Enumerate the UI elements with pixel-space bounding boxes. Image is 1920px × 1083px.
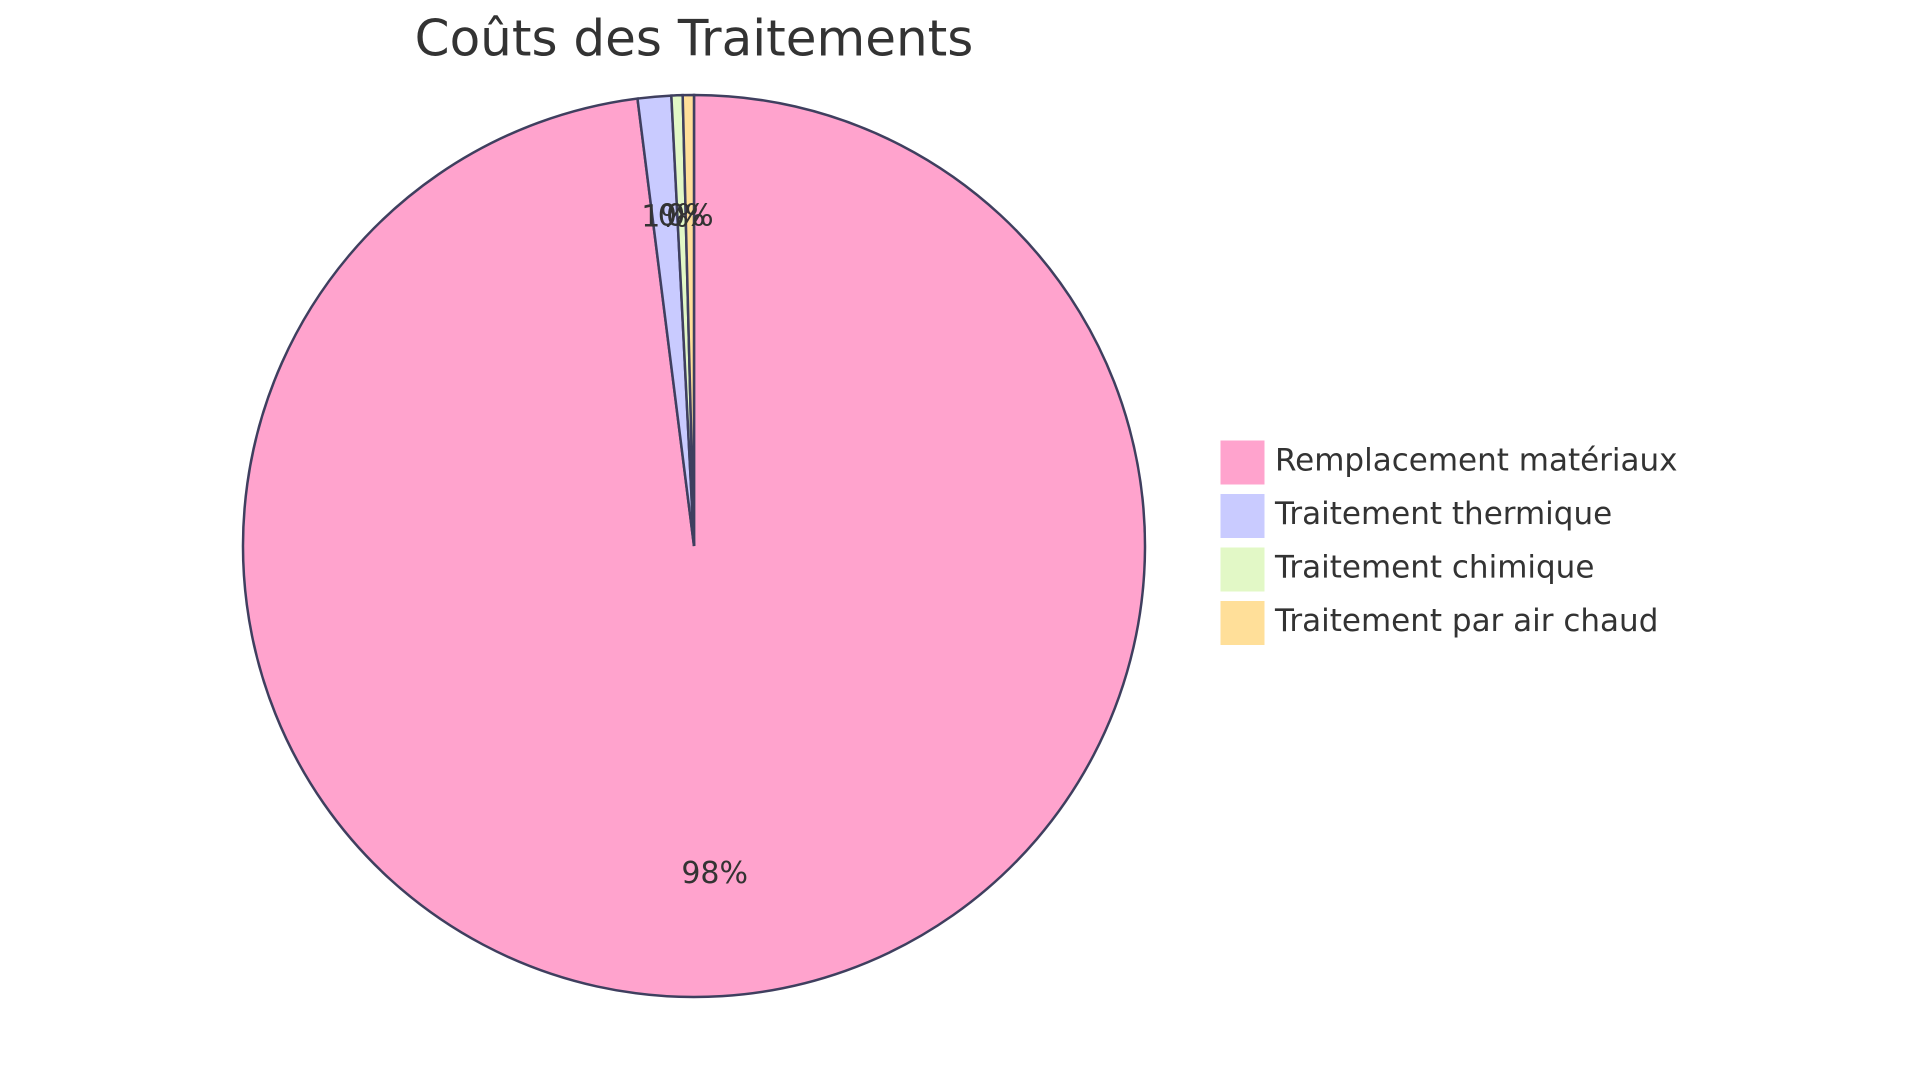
slice-label: 98% [681, 856, 748, 891]
slice-label: 1% [641, 200, 689, 235]
legend-swatch [1219, 600, 1266, 646]
legend-swatch [1219, 546, 1266, 593]
legend-label: Traitement chimique [1274, 550, 1594, 586]
slice-label: 0% [666, 198, 714, 233]
legend-swatch [1219, 439, 1266, 486]
legend-label: Traitement par air chaud [1274, 603, 1658, 639]
pie-slice [681, 93, 696, 547]
chart-title: Coûts des Traitements [415, 10, 974, 68]
legend-label: Traitement thermique [1274, 496, 1612, 532]
slice-label: 0% [658, 199, 706, 234]
legend-label: Remplacement matériaux [1275, 443, 1678, 479]
legend-swatch [1219, 493, 1266, 539]
